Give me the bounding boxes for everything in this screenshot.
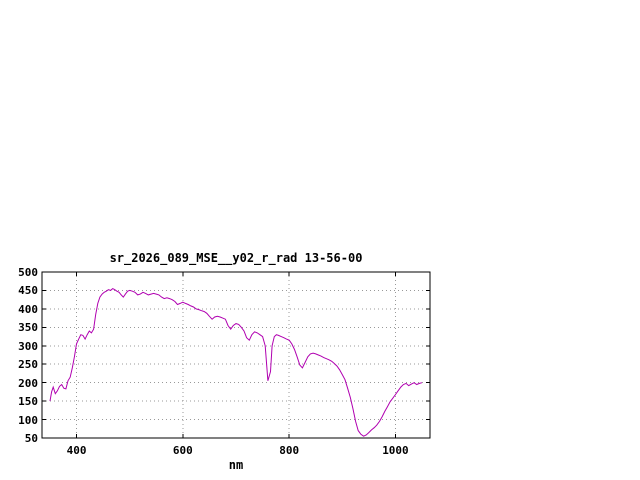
- y-tick-label: 300: [18, 339, 38, 353]
- y-tick-label: 100: [18, 413, 38, 427]
- y-tick-label: 250: [18, 358, 38, 372]
- x-tick-label: 1000: [382, 444, 409, 457]
- x-tick-label: 400: [66, 444, 87, 457]
- y-tick-label: 500: [18, 266, 38, 279]
- y-tick-label: 50: [24, 432, 38, 445]
- x-axis-label: nm: [228, 458, 244, 472]
- x-tick-label: 600: [172, 444, 193, 457]
- chart-title: sr_2026_089_MSE__y02_r_rad 13-56-00: [109, 251, 363, 265]
- y-tick-label: 350: [18, 321, 38, 335]
- y-tick-label: 400: [18, 302, 38, 316]
- x-tick-label: 800: [279, 444, 300, 457]
- y-tick-label: 200: [18, 376, 38, 390]
- y-tick-label: 450: [18, 284, 38, 298]
- y-tick-label: 150: [18, 395, 38, 409]
